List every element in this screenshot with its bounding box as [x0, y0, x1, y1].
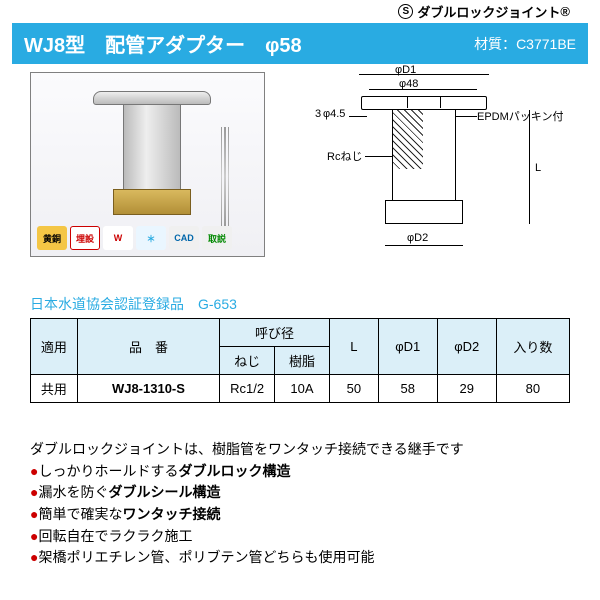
- feature-item: ●回転自在でラクラク施工: [30, 526, 570, 548]
- photo-screws-icon: [221, 127, 229, 227]
- spec-table: 適用 品 番 呼び径 L φD1 φD2 入り数 ねじ 樹脂 共用 WJ8-13…: [30, 318, 570, 403]
- brand-logo-icon: S: [398, 4, 413, 19]
- dim-rc: Rcねじ: [327, 148, 362, 164]
- brand-reg: ®: [560, 4, 570, 19]
- th-qty: 入り数: [496, 319, 569, 375]
- desc-intro: ダブルロックジョイントは、樹脂管をワンタッチ接続できる継手です: [30, 439, 570, 461]
- th-apply: 適用: [31, 319, 78, 375]
- dim-hole-dia: φ4.5: [323, 108, 345, 120]
- th-d1: φD1: [378, 319, 437, 375]
- feature-item: ●漏水を防ぐダブルシール構造: [30, 482, 570, 504]
- badge: 取説: [202, 226, 232, 250]
- product-photo: 黄銅埋設W＊CAD取説: [30, 72, 265, 257]
- badge: 埋設: [70, 226, 100, 250]
- badge: CAD: [169, 226, 199, 250]
- material: 材質：C3771BE: [474, 34, 576, 54]
- certification: 日本水道協会認証登録品 G-653: [30, 294, 570, 314]
- photo-nut-icon: [113, 189, 191, 215]
- th-partno: 品 番: [77, 319, 219, 375]
- dim-d2: φD2: [407, 232, 428, 244]
- feature-item: ●しっかりホールドするダブルロック構造: [30, 461, 570, 483]
- dim-L: L: [535, 162, 541, 174]
- badges: 黄銅埋設W＊CAD取説: [37, 226, 232, 250]
- th-yobi: 呼び径: [220, 319, 330, 347]
- th-L: L: [329, 319, 378, 375]
- description: ダブルロックジョイントは、樹脂管をワンタッチ接続できる継手です ●しっかりホール…: [30, 439, 570, 569]
- product-title: WJ8型 配管アダプター φ58: [24, 29, 474, 58]
- photo-stem-icon: [123, 104, 181, 190]
- main-row: 黄銅埋設W＊CAD取説 φD1 φ48 3 φ4.5 EPDMパッキン付 Rcね…: [30, 72, 580, 272]
- feature-item: ●架橋ポリエチレン管、ポリブテン管どちらも使用可能: [30, 547, 570, 569]
- badge: ＊: [136, 226, 166, 250]
- table-row: 共用 WJ8-1310-S Rc1/2 10A 50 58 29 80: [31, 375, 570, 403]
- header-bar: WJ8型 配管アダプター φ58 材質：C3771BE: [12, 23, 588, 64]
- th-d2: φD2: [437, 319, 496, 375]
- badge: 黄銅: [37, 226, 67, 250]
- brand-name: ダブルロックジョイント: [417, 2, 560, 21]
- dim-epdm: EPDMパッキン付: [477, 108, 563, 124]
- brand-row: S ダブルロックジョイント®: [0, 0, 600, 23]
- badge: W: [103, 226, 133, 250]
- feature-list: ●しっかりホールドするダブルロック構造●漏水を防ぐダブルシール構造●簡単で確実な…: [30, 461, 570, 569]
- photo-flange-icon: [93, 91, 211, 105]
- dimension-diagram: φD1 φ48 3 φ4.5 EPDMパッキン付 Rcねじ L φD2: [277, 72, 580, 272]
- feature-item: ●簡単で確実なワンタッチ接続: [30, 504, 570, 526]
- th-resin: 樹脂: [275, 347, 330, 375]
- dim-hole-count: 3: [315, 108, 321, 120]
- th-thread: ねじ: [220, 347, 275, 375]
